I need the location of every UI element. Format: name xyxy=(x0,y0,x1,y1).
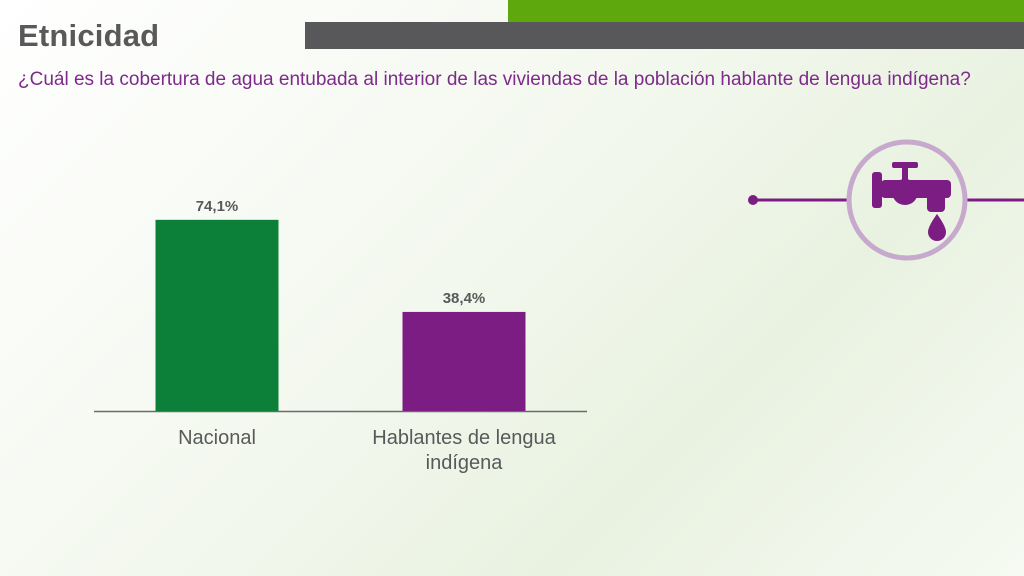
bar-2 xyxy=(402,311,526,411)
icon-ring xyxy=(846,139,968,261)
header-accent-bar xyxy=(508,0,1024,22)
question-text: ¿Cuál es la cobertura de agua entubada a… xyxy=(18,69,971,90)
category-label-2: Hablantes de lengua indígena xyxy=(372,427,556,474)
header-gray-bar xyxy=(305,22,1024,49)
category-label-line: Nacional xyxy=(178,427,256,449)
data-label-2: 38,4% xyxy=(443,290,486,307)
faucet-shape xyxy=(872,162,951,241)
category-label-line: indígena xyxy=(426,452,504,474)
data-label-1: 74,1% xyxy=(196,198,239,215)
connector-dot xyxy=(748,195,758,205)
bar-1 xyxy=(155,219,279,411)
water-faucet-icon xyxy=(748,139,1024,261)
category-label-1: Nacional xyxy=(178,427,256,449)
category-label-line: Hablantes de lengua xyxy=(372,427,556,449)
page-title: Etnicidad xyxy=(18,18,160,53)
